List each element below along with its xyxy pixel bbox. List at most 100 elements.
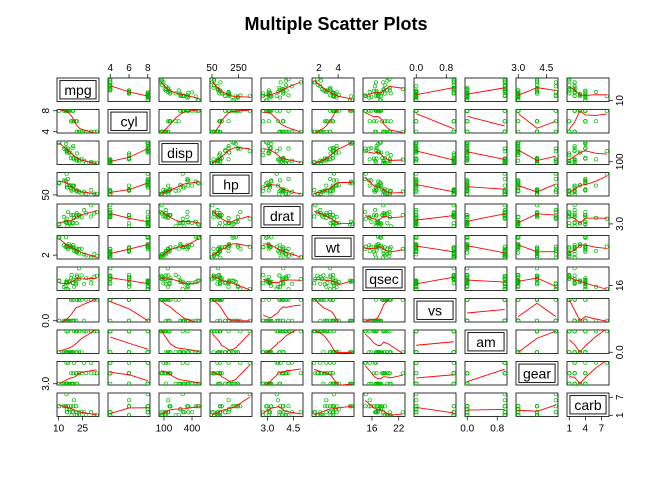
point-drat-wt-10: [281, 245, 286, 250]
point-am-qsec-23: [465, 284, 470, 290]
point-drat-cyl-26: [290, 129, 295, 133]
smooth-line-vs-carb: [416, 406, 454, 414]
point-cyl-qsec-9: [126, 277, 132, 282]
point-vs-disp-13: [414, 150, 419, 155]
smooth-line-vs-drat: [416, 215, 454, 221]
point-disp-wt-10: [168, 245, 173, 250]
diagonal-label-wt: wt: [325, 239, 340, 255]
point-cyl-gear-5: [126, 381, 132, 385]
diagonal-label-hp: hp: [223, 176, 239, 192]
point-drat-qsec-19: [286, 273, 291, 278]
point-qsec-cyl-10: [382, 119, 387, 124]
point-am-drat-18: [502, 204, 507, 208]
point-wt-drat-10: [330, 212, 335, 218]
panel-vs-vs-carb: [566, 298, 610, 323]
point-carb-gear-13: [577, 381, 583, 385]
panel-hp-vs-disp: [158, 172, 202, 197]
point-drat-gear-28: [286, 361, 291, 365]
point-carb-hp-30: [604, 172, 609, 176]
point-drat-vs-24: [266, 318, 271, 322]
point-drat-hp-5: [261, 188, 266, 193]
point-disp-qsec-19: [159, 273, 164, 278]
point-qsec-disp-30: [363, 149, 368, 154]
point-disp-gear-21: [182, 381, 187, 385]
point-hp-mpg-30: [247, 94, 252, 99]
point-gear-wt-26: [553, 252, 558, 257]
point-disp-am-20: [163, 350, 168, 354]
point-vs-qsec-27: [451, 281, 456, 286]
point-disp-gear-13: [178, 381, 183, 385]
point-drat-cyl-27: [278, 129, 283, 133]
point-qsec-mpg-22: [375, 93, 380, 99]
point-am-qsec-24: [465, 280, 470, 285]
point-mpg-vs-8: [76, 298, 82, 302]
point-carb-gear-31: [572, 371, 577, 376]
point-carb-wt-24: [572, 243, 577, 248]
point-drat-cyl-5: [261, 119, 266, 124]
point-carb-mpg-15: [583, 98, 588, 102]
point-hp-wt-28: [238, 246, 243, 251]
point-wt-vs-27: [312, 298, 317, 302]
point-gear-hp-29: [553, 183, 558, 188]
point-disp-hp-23: [185, 178, 190, 183]
point-wt-vs-30: [331, 318, 337, 322]
panel-qsec-vs-cyl: [107, 266, 151, 291]
smooth-line-carb-mpg: [569, 86, 607, 96]
point-qsec-vs-8: [400, 298, 405, 302]
point-carb-am-29: [593, 330, 599, 334]
panel-gear-vs-cyl: [107, 361, 151, 386]
point-disp-wt-28: [185, 246, 190, 251]
point-am-disp-20: [465, 158, 470, 163]
point-am-qsec-29: [502, 284, 507, 289]
point-hp-mpg-29: [226, 89, 231, 94]
point-drat-qsec-5: [261, 272, 266, 278]
point-disp-qsec-28: [185, 287, 190, 291]
point-wt-qsec-31: [324, 276, 329, 282]
point-mpg-hp-31: [74, 188, 79, 193]
point-qsec-disp-5: [388, 153, 393, 158]
point-mpg-qsec-8: [76, 267, 82, 271]
point-mpg-hp-22: [64, 185, 69, 190]
panel-carb-vs-vs: [413, 392, 457, 417]
point-carb-cyl-5: [567, 119, 572, 124]
point-cyl-drat-10: [126, 212, 132, 218]
point-am-mpg-17: [502, 78, 507, 83]
smooth-line-mpg-drat: [59, 210, 97, 224]
point-hp-gear-30: [247, 361, 252, 365]
point-hp-disp-15: [231, 141, 236, 145]
smooth-line-qsec-drat: [365, 214, 403, 221]
point-qsec-wt-27: [373, 255, 379, 259]
point-drat-disp-28: [286, 146, 291, 151]
point-wt-disp-15: [349, 141, 354, 145]
point-drat-wt-21: [261, 244, 266, 250]
point-wt-hp-28: [328, 176, 333, 182]
point-vs-mpg-27: [451, 80, 456, 85]
point-qsec-mpg-25: [382, 83, 387, 88]
point-disp-hp-21: [182, 185, 187, 190]
point-qsec-hp-16: [376, 179, 381, 184]
point-carb-drat-18: [572, 204, 577, 208]
point-cyl-qsec-23: [145, 284, 150, 290]
point-hp-disp-28: [238, 146, 243, 151]
point-gear-wt-20: [516, 250, 521, 255]
point-mpg-gear-29: [72, 361, 77, 365]
point-cyl-gear-24: [145, 381, 150, 385]
point-gear-vs-31: [534, 298, 540, 302]
point-carb-wt-3: [567, 246, 572, 251]
point-am-disp-28: [502, 146, 507, 151]
point-carb-gear-30: [604, 361, 609, 365]
point-am-vs-24: [465, 318, 470, 322]
point-disp-mpg-3: [176, 88, 181, 93]
point-vs-hp-31: [451, 188, 456, 193]
point-drat-qsec-26: [290, 281, 295, 286]
point-vs-hp-29: [414, 183, 419, 188]
point-carb-mpg-17: [567, 78, 572, 83]
point-mpg-drat-18: [89, 204, 94, 208]
point-qsec-carb-29: [367, 398, 372, 403]
point-disp-am-22: [180, 350, 186, 354]
point-cyl-disp-13: [145, 150, 150, 155]
smooth-line-hp-drat: [211, 210, 250, 223]
point-cyl-drat-28: [145, 210, 150, 215]
y-axis-tick-label-right-qsec-0: 16: [615, 279, 626, 291]
point-vs-drat-28: [414, 210, 419, 215]
